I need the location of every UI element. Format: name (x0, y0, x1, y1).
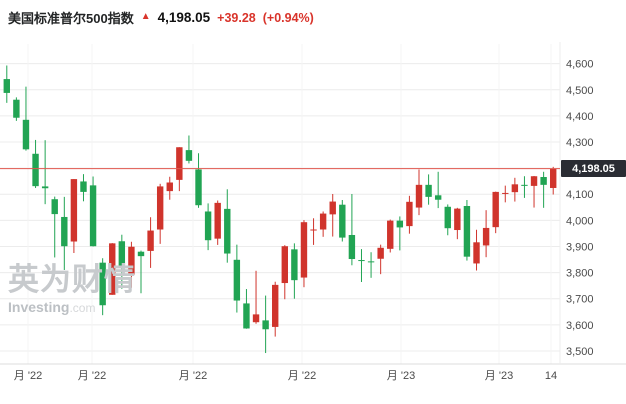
candle (195, 153, 202, 208)
candle (51, 196, 58, 258)
y-axis-label: 4,400 (566, 111, 594, 123)
candle (434, 171, 442, 209)
candle (99, 258, 106, 316)
x-axis-label: 月 '22 (78, 370, 106, 382)
candle (550, 166, 557, 195)
x-axis-label: 月 '23 (387, 370, 415, 382)
candle (118, 234, 126, 289)
candle (243, 289, 250, 329)
candle (396, 216, 404, 251)
x-axis-label: 月 '23 (485, 370, 513, 382)
candle (185, 135, 193, 164)
y-axis-label: 3,700 (566, 294, 594, 306)
candle (214, 200, 221, 245)
candle (80, 174, 87, 202)
price-change-percent: (+0.94%) (262, 10, 314, 25)
candle (329, 193, 336, 237)
chart-header: 美国标准普尔500指数 ▲ 4,198.05 +39.28 (+0.94%) (8, 8, 314, 27)
candle (502, 185, 509, 203)
candle (444, 204, 451, 236)
candle (300, 220, 308, 288)
x-axis-label: 月 '22 (179, 370, 207, 382)
candle (3, 65, 10, 103)
x-axis-label: 月 '22 (288, 370, 316, 382)
y-axis-label: 4,300 (566, 137, 594, 149)
y-axis-label: 3,500 (566, 346, 594, 358)
candle (70, 179, 78, 254)
x-axis-label: 月 '22 (14, 370, 42, 382)
last-price-value: 4,198.05 (157, 10, 211, 25)
candle (473, 229, 480, 271)
candle (147, 217, 154, 268)
candle (454, 207, 461, 240)
candle (41, 140, 49, 205)
y-axis-label: 4,000 (566, 215, 594, 227)
candle (492, 191, 499, 234)
up-arrow-icon: ▲ (140, 11, 151, 22)
candle (521, 176, 528, 198)
instrument-title: 美国标准普尔500指数 (8, 11, 134, 26)
y-axis-label: 3,900 (566, 241, 594, 253)
candle (511, 177, 519, 202)
candle (224, 189, 231, 263)
y-axis-label: 4,100 (566, 189, 594, 201)
candle (137, 250, 145, 294)
y-axis-label: 4,600 (566, 59, 594, 71)
candle (348, 193, 356, 266)
candle (463, 199, 471, 261)
candle (22, 86, 30, 151)
candle (425, 174, 432, 205)
y-axis-label: 3,600 (566, 320, 594, 332)
candle (61, 196, 68, 270)
candle (530, 175, 538, 208)
candle (358, 249, 365, 282)
candle (272, 281, 279, 337)
candle (406, 195, 413, 234)
candle (156, 183, 164, 244)
candle (166, 176, 173, 200)
candle (387, 219, 394, 253)
y-axis-label: 4,500 (566, 85, 594, 97)
candle (291, 243, 298, 299)
candle (415, 169, 423, 216)
candle (13, 97, 20, 121)
candle (204, 203, 212, 251)
candle (540, 171, 547, 208)
price-change: +39.28 (217, 10, 256, 25)
candle (482, 210, 490, 258)
candle (367, 252, 375, 278)
candle (176, 147, 183, 192)
candle (377, 244, 384, 275)
candle (339, 199, 346, 242)
last-price-tag: 4,198.05 (561, 160, 626, 178)
x-axis-label: 14 (545, 370, 557, 382)
candle (32, 139, 39, 188)
candle (262, 295, 269, 354)
candle (89, 176, 97, 247)
candle (310, 218, 317, 245)
gridlines (0, 44, 560, 364)
candle (109, 243, 116, 295)
candle (319, 211, 327, 237)
candle (233, 244, 241, 313)
candle (281, 245, 288, 300)
candle (252, 270, 260, 324)
y-axis-label: 3,800 (566, 268, 594, 280)
candle (128, 241, 135, 288)
